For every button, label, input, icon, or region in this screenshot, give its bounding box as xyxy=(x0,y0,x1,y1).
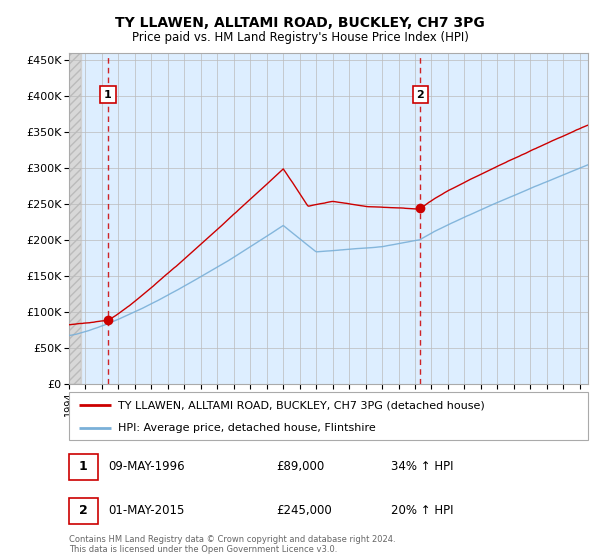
Text: TY LLAWEN, ALLTAMI ROAD, BUCKLEY, CH7 3PG (detached house): TY LLAWEN, ALLTAMI ROAD, BUCKLEY, CH7 3P… xyxy=(118,400,485,410)
Text: 1: 1 xyxy=(104,90,112,100)
Text: 34% ↑ HPI: 34% ↑ HPI xyxy=(391,460,453,473)
Text: 01-MAY-2015: 01-MAY-2015 xyxy=(108,504,184,517)
Text: 2: 2 xyxy=(79,504,88,517)
Text: Contains HM Land Registry data © Crown copyright and database right 2024.
This d: Contains HM Land Registry data © Crown c… xyxy=(69,535,395,554)
Text: 09-MAY-1996: 09-MAY-1996 xyxy=(108,460,185,473)
Text: 2: 2 xyxy=(416,90,424,100)
Text: HPI: Average price, detached house, Flintshire: HPI: Average price, detached house, Flin… xyxy=(118,423,376,433)
Text: Price paid vs. HM Land Registry's House Price Index (HPI): Price paid vs. HM Land Registry's House … xyxy=(131,31,469,44)
Text: £89,000: £89,000 xyxy=(277,460,325,473)
Bar xyxy=(69,53,82,384)
Text: 20% ↑ HPI: 20% ↑ HPI xyxy=(391,504,453,517)
Bar xyxy=(69,497,98,524)
Text: TY LLAWEN, ALLTAMI ROAD, BUCKLEY, CH7 3PG: TY LLAWEN, ALLTAMI ROAD, BUCKLEY, CH7 3P… xyxy=(115,16,485,30)
Bar xyxy=(69,454,98,480)
Text: £245,000: £245,000 xyxy=(277,504,332,517)
Bar xyxy=(69,53,82,384)
Text: 1: 1 xyxy=(79,460,88,473)
